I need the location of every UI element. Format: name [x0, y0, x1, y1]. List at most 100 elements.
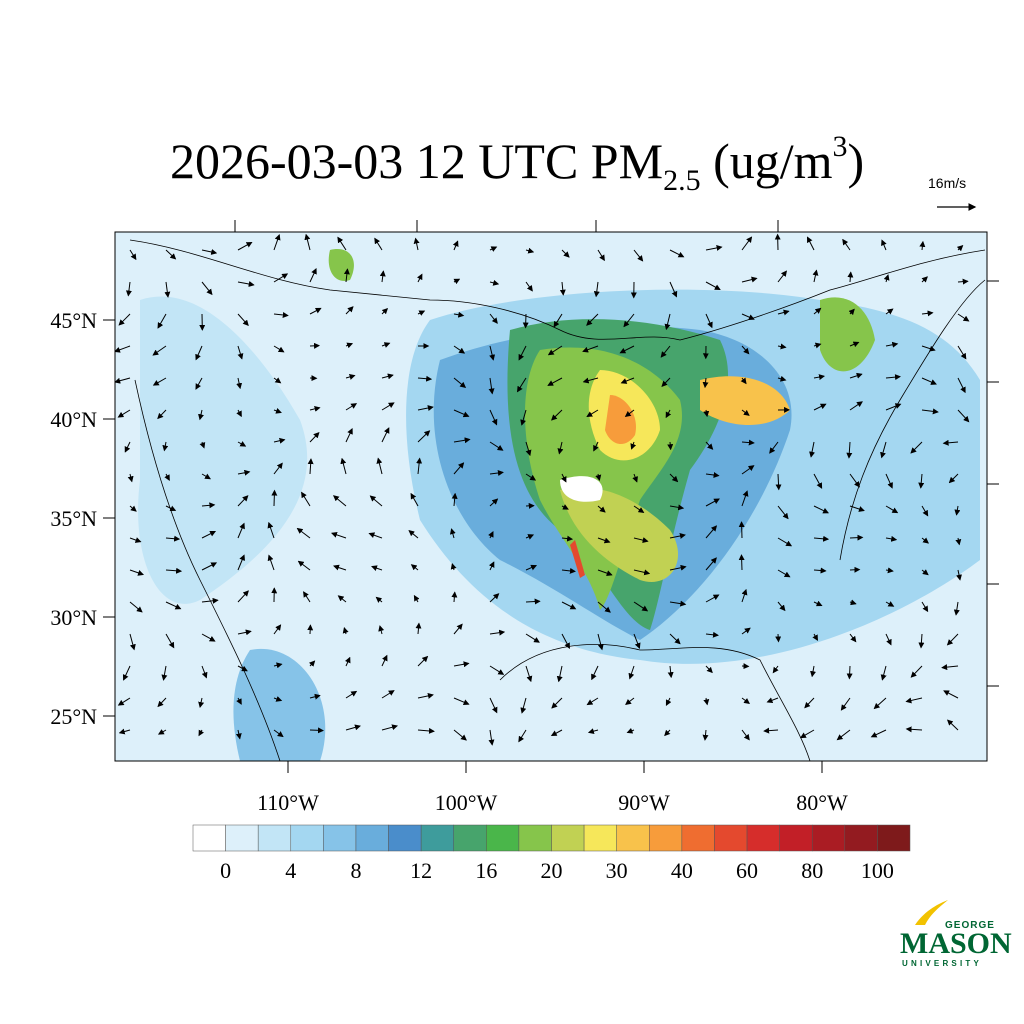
- wind-vector: [809, 441, 815, 458]
- wind-vector: [705, 313, 713, 329]
- wind-vector: [880, 665, 887, 681]
- wind-vector: [957, 278, 969, 285]
- wind-vector: [237, 242, 253, 251]
- wind-vector: [235, 729, 242, 740]
- wind-vector: [333, 564, 347, 571]
- wind-vector: [586, 409, 599, 418]
- wind-vector: [586, 313, 599, 326]
- wind-vector: [525, 633, 540, 643]
- wind-vector: [164, 473, 170, 481]
- wind-vector: [703, 409, 710, 418]
- wind-vector: [371, 565, 383, 571]
- wind-vector: [489, 498, 499, 507]
- wind-vector: [520, 409, 527, 426]
- wind-vector: [525, 247, 535, 254]
- wind-vector: [948, 473, 959, 484]
- wind-vector: [955, 537, 962, 546]
- colorbar-swatch: [323, 824, 357, 852]
- wind-vector: [417, 727, 435, 734]
- wind-vector: [340, 457, 347, 475]
- wind-vector: [378, 625, 385, 635]
- wind-vector: [956, 569, 962, 581]
- wind-vector: [597, 601, 611, 613]
- wind-vector: [516, 377, 527, 393]
- wind-vector: [237, 629, 252, 636]
- wind-vector: [630, 441, 637, 450]
- colorbar-swatch: [225, 824, 259, 852]
- wind-vector: [619, 345, 635, 354]
- colorbar-swatch: [583, 824, 617, 852]
- wind-vector: [921, 276, 928, 283]
- wind-vector: [885, 505, 899, 514]
- wind-vector: [236, 409, 242, 418]
- wind-vector: [416, 273, 423, 283]
- colorbar-label: 80: [801, 858, 823, 883]
- wind-vector: [705, 441, 714, 450]
- logo: GEORGE MASON UNIVERSITY: [900, 900, 1012, 968]
- wind-vector: [273, 273, 289, 283]
- wind-vector: [741, 345, 750, 355]
- wind-vector: [343, 268, 350, 283]
- wind-vector: [595, 473, 602, 482]
- title-unit-close: ): [848, 133, 865, 189]
- wind-vector: [489, 441, 504, 451]
- wind-vector: [921, 601, 929, 613]
- wind-vector: [593, 441, 599, 452]
- lat-tick-label: 40°N: [50, 407, 97, 432]
- wind-vector: [910, 441, 923, 454]
- wind-vector: [943, 690, 959, 699]
- wind-vector: [381, 373, 394, 380]
- wind-vector: [551, 697, 563, 709]
- wind-vector: [842, 238, 851, 251]
- wind-vector: [525, 665, 533, 683]
- wind-vector: [669, 600, 687, 607]
- colorbar-swatch: [453, 824, 487, 852]
- wind-vector: [525, 473, 537, 481]
- map-frame: [114, 231, 988, 762]
- wind-vector: [777, 601, 786, 612]
- wind-vector: [520, 697, 527, 714]
- wind-vector: [345, 306, 354, 315]
- wind-vector: [488, 561, 495, 571]
- map-ticks: 110°W 100°W 90°W 80°W 45°N 40°N 35°N 30°N 25°N: [50, 220, 999, 815]
- wind-vector: [201, 531, 217, 539]
- wind-vector: [152, 377, 167, 386]
- wind-vector: [381, 307, 389, 315]
- wind-vector: [777, 270, 787, 283]
- wind-vector: [667, 665, 674, 679]
- wind-vector: [836, 729, 851, 741]
- lon-tick-label: 90°W: [618, 790, 670, 815]
- wind-vector: [195, 345, 203, 361]
- wind-vector: [489, 246, 498, 252]
- wind-vector: [551, 409, 563, 421]
- wind-vector: [557, 441, 564, 455]
- wind-vector: [957, 345, 967, 360]
- wind-vector: [623, 313, 635, 328]
- wind-vector: [451, 591, 458, 603]
- wind-vector: [777, 505, 789, 520]
- wind-vector: [453, 661, 470, 668]
- colorbar-label: 0: [220, 858, 231, 883]
- wind-vector: [777, 375, 787, 382]
- wind-vector: [741, 465, 755, 475]
- wind-vector: [237, 345, 244, 360]
- colorbar-swatch: [486, 824, 520, 852]
- wind-vector: [813, 342, 822, 349]
- wind-vector: [741, 409, 750, 416]
- wind-vector: [669, 504, 685, 511]
- wind-vector: [849, 633, 857, 643]
- wind-vector: [161, 665, 168, 681]
- wind-vector: [741, 439, 755, 446]
- wind-vector: [237, 665, 248, 672]
- wind-vector: [198, 729, 205, 737]
- wind-vector: [489, 279, 500, 286]
- wind-vector: [273, 377, 282, 384]
- wind-vector: [381, 427, 390, 443]
- wind-vector: [705, 472, 720, 478]
- wind-vector: [738, 554, 745, 571]
- wind-vector: [237, 590, 249, 603]
- wind-vector: [525, 564, 538, 571]
- wind-vector: [236, 377, 243, 390]
- wind-vector: [488, 729, 495, 746]
- wind-vector: [488, 377, 495, 395]
